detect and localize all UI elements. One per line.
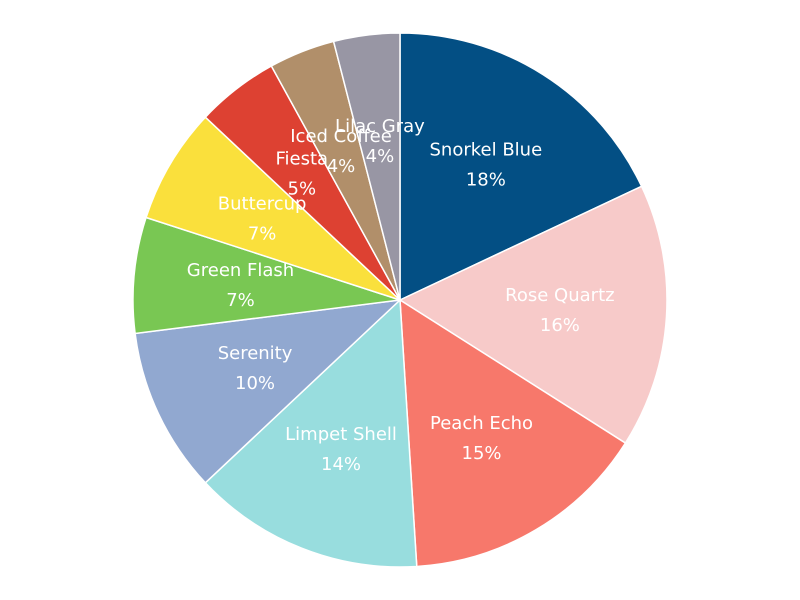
pie-slice-lilac-gray — [332, 32, 401, 301]
slice-label-snorkel-blue: Snorkel Blue — [430, 140, 543, 161]
slice-percent-lilac-gray: 4% — [366, 146, 395, 167]
slice-percent-buttercup: 7% — [248, 223, 277, 244]
slice-label-rose-quartz: Rose Quartz — [505, 285, 614, 306]
slice-label-lilac-gray: Lilac Gray — [335, 116, 425, 137]
slices-layer — [132, 32, 668, 568]
pie-slice-limpet-shell — [204, 298, 418, 568]
pie-slice-green-flash — [132, 216, 401, 335]
slice-percent-peach-echo: 15% — [462, 443, 502, 464]
slice-percent-serenity: 10% — [235, 373, 275, 394]
slice-label-buttercup: Buttercup — [218, 193, 307, 214]
slice-percent-snorkel-blue: 18% — [466, 170, 506, 191]
pie-slice-rose-quartz — [398, 185, 668, 445]
slice-percent-rose-quartz: 16% — [540, 315, 580, 336]
labels-layer: Snorkel Blue 18% Rose Quartz 16% Peach Echo 1… — [187, 116, 615, 475]
slice-label-limpet-shell: Limpet Shell — [285, 424, 397, 445]
slice-label-green-flash: Green Flash — [187, 260, 294, 281]
slice-label-iced-coffee: Iced Coffee — [290, 126, 392, 147]
slice-label-serenity: Serenity — [218, 343, 293, 364]
slice-percent-limpet-shell: 14% — [321, 454, 361, 475]
pie-slice-snorkel-blue — [399, 32, 643, 302]
pie-slice-serenity — [134, 298, 403, 484]
slice-label-peach-echo: Peach Echo — [430, 413, 533, 434]
pie-slice-peach-echo — [399, 298, 627, 568]
pie-slice-buttercup — [145, 116, 401, 301]
slice-percent-green-flash: 7% — [226, 290, 255, 311]
slice-percent-iced-coffee: 4% — [327, 156, 356, 177]
slice-percent-fiesta: 5% — [288, 178, 317, 199]
slice-label-fiesta: Fiesta — [276, 148, 329, 169]
